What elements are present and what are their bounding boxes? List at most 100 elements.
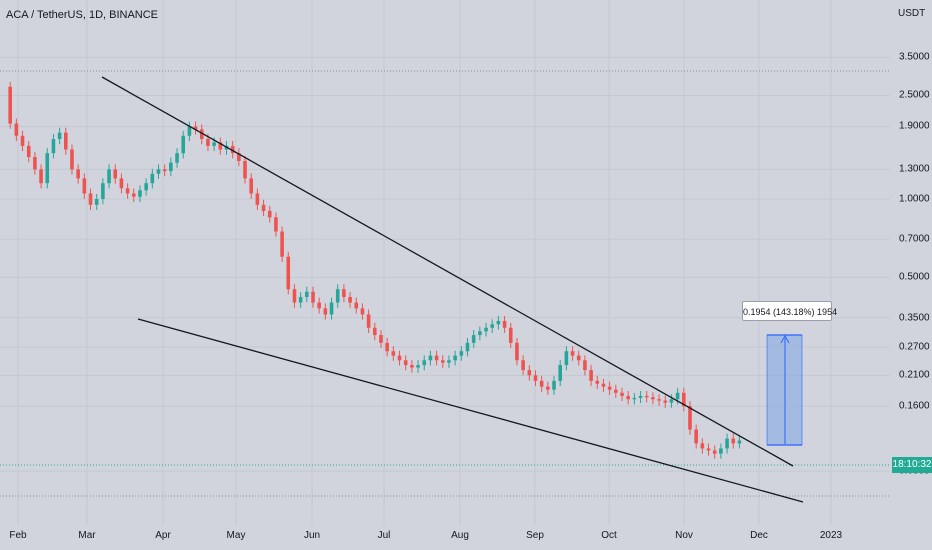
candle-body (712, 450, 717, 454)
candle-body (329, 302, 334, 315)
candle-body (589, 370, 593, 381)
candle-body (651, 397, 655, 400)
candle-body (76, 169, 80, 179)
candle-body (88, 193, 93, 205)
candle-body (416, 365, 420, 368)
candle-body (323, 308, 328, 315)
candle-body (366, 314, 371, 328)
candle-body (546, 386, 550, 390)
x-tick-label: Mar (78, 530, 96, 541)
candle-body (490, 324, 495, 328)
candle-body (286, 256, 291, 290)
candle-body (138, 190, 142, 197)
x-tick-label: Dec (750, 530, 768, 541)
candle-body (737, 440, 742, 444)
candle-body (162, 169, 167, 172)
candle-body (731, 438, 736, 444)
x-tick-label: Aug (451, 530, 469, 541)
candle-body (26, 145, 31, 158)
candle-body (33, 157, 37, 170)
candle-body (14, 123, 19, 136)
candle-body (175, 153, 179, 163)
candle-body (459, 351, 464, 356)
candle-body (255, 193, 260, 205)
candle-body (342, 289, 346, 298)
candle-body (70, 149, 74, 170)
candle-body (305, 291, 309, 298)
candle-body (552, 380, 556, 390)
price-range-label: 0.1954 (143.18%) 1954 (742, 301, 837, 321)
lower-trendline[interactable] (137, 318, 804, 503)
candle-body (144, 183, 148, 191)
candle-body (267, 210, 272, 218)
candle-body (181, 135, 186, 154)
candle-body (682, 392, 686, 407)
candle-body (614, 389, 618, 393)
candle-body (169, 162, 173, 172)
upper-trendline[interactable] (101, 76, 794, 467)
x-tick-label: Oct (601, 530, 617, 541)
candle-body (471, 335, 476, 343)
candle-body (150, 173, 155, 184)
candle-body (508, 327, 513, 343)
candle-body (434, 355, 439, 361)
candle-body (187, 126, 192, 136)
candle-body (570, 351, 575, 356)
candle-body (311, 291, 315, 303)
x-tick-label: 2023 (819, 530, 843, 541)
candle-body (107, 169, 111, 184)
candle-body (94, 199, 99, 205)
candle-body (39, 169, 43, 184)
y-tick-label: 0.7000 (899, 233, 930, 245)
candle-body (20, 135, 25, 146)
candle-body (348, 297, 352, 303)
candle-body (527, 370, 532, 376)
y-tick-label: 0.5000 (899, 271, 930, 283)
candle-body (521, 360, 525, 371)
candle-body (533, 375, 538, 381)
candle-body (119, 178, 124, 189)
x-tick-label: Jul (377, 530, 391, 541)
price-unit: USDT (898, 8, 926, 19)
candle-body (422, 360, 427, 366)
candle-body (558, 365, 562, 381)
candle-body (199, 129, 204, 140)
candle-body (249, 178, 253, 194)
candle-body (193, 126, 198, 130)
candle-body (657, 399, 661, 401)
candle-body (125, 188, 130, 194)
candle-body (51, 139, 56, 154)
candle-body (601, 383, 606, 387)
x-tick-label: Nov (675, 530, 693, 541)
candle-body (515, 342, 519, 361)
current-price-tag: 18:10:32 (892, 457, 932, 473)
candle-body (317, 302, 321, 309)
candle-body (57, 132, 62, 140)
x-tick-label: May (226, 530, 246, 541)
candle-body (206, 139, 210, 146)
candle-body (700, 443, 705, 449)
candle-body (595, 380, 600, 384)
candle-body (373, 327, 377, 336)
candle-body (379, 335, 383, 343)
candle-body (576, 355, 581, 361)
candle-body (564, 351, 569, 366)
candle-body (688, 406, 692, 430)
candle-body (620, 392, 624, 396)
candles (8, 81, 742, 459)
candle-body (502, 320, 507, 328)
candle-body (360, 308, 365, 315)
candle-body (274, 217, 278, 232)
candle-body (298, 297, 303, 303)
candle-body (212, 142, 216, 146)
x-tick-label: Jun (303, 530, 321, 541)
candle-body (261, 204, 266, 211)
candle-body (428, 355, 433, 361)
candle-body (607, 386, 612, 390)
candle-body (243, 160, 247, 179)
candle-body (230, 145, 235, 154)
candle-body (706, 448, 711, 451)
y-tick-label: 0.3500 (899, 312, 930, 324)
candle-body (675, 392, 680, 400)
